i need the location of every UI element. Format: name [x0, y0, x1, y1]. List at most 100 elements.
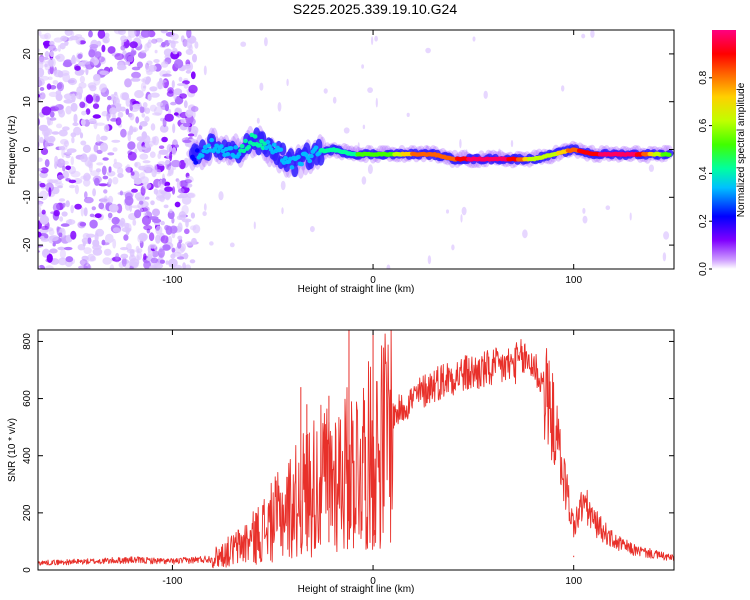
noise-blob [156, 102, 164, 107]
noise-blob [30, 216, 38, 219]
noise-blob [100, 197, 110, 204]
noise-blob [69, 184, 76, 189]
x-tick-label: 100 [565, 576, 582, 587]
noise-blob [159, 79, 167, 83]
noise-blob [111, 216, 120, 225]
noise-blob [95, 228, 105, 237]
noise-blob [142, 102, 148, 108]
noise-blob [134, 148, 138, 154]
noise-blob [96, 134, 101, 144]
noise-blob [187, 192, 196, 199]
noise-blob [119, 190, 123, 196]
snr-y-label: SNR (10 * v/v) [7, 418, 18, 482]
noise-blob [109, 107, 117, 115]
noise-blob [70, 156, 75, 166]
noise-blob [132, 128, 137, 133]
noise-blob [167, 210, 175, 220]
noise-blob [140, 176, 149, 184]
noise-blob [38, 78, 45, 86]
noise-blob [136, 61, 143, 69]
noise-blob [33, 196, 38, 201]
noise-blob [42, 40, 52, 47]
noise-blob [48, 91, 59, 97]
noise-blob [121, 257, 127, 267]
noise-blob [88, 49, 96, 58]
noise-blob [168, 208, 173, 214]
noise-blob [155, 234, 161, 244]
noise-blob [88, 30, 93, 38]
noise-blob [104, 233, 114, 244]
noise-blob [54, 104, 64, 111]
noise-blob [126, 248, 136, 254]
noise-blob [139, 146, 147, 150]
noise-blob [96, 162, 104, 166]
snr-spikes [300, 330, 575, 558]
noise-blob [140, 50, 147, 54]
noise-blob [147, 39, 152, 45]
noise-blob [132, 103, 143, 109]
noise-blob [120, 247, 129, 251]
noise-blob [84, 191, 88, 199]
noise-blob [30, 125, 37, 130]
noise-blob [174, 201, 181, 208]
y-tick-label: 0 [22, 146, 33, 152]
noise-blob [65, 200, 70, 208]
ridge-core [225, 152, 231, 157]
ridge-core [246, 144, 252, 150]
noise-blob [95, 122, 106, 126]
y-tick-label: 800 [22, 333, 33, 350]
colorbar-tick-label: 0.2 [698, 214, 709, 228]
noise-blob [259, 82, 264, 91]
noise-blob [130, 50, 136, 58]
noise-blob [49, 248, 58, 254]
noise-blob [181, 218, 192, 223]
noise-blob [177, 235, 183, 240]
noise-blob [203, 203, 207, 211]
y-tick-label: -20 [22, 237, 33, 252]
noise-blob [43, 249, 50, 256]
noise-blob [60, 223, 70, 227]
noise-blob [62, 165, 66, 172]
y-tick-label: 20 [22, 48, 33, 60]
noise-blob [153, 59, 160, 63]
noise-blob [85, 108, 91, 115]
noise-blob [102, 175, 109, 180]
noise-blob [135, 245, 140, 254]
noise-blob [58, 257, 68, 266]
colorbar-tick-label: 0.6 [698, 118, 709, 132]
noise-blob [134, 209, 142, 219]
noise-blob [182, 122, 191, 127]
noise-blob [131, 71, 141, 79]
snr-frame [37, 329, 675, 571]
noise-blob [135, 116, 140, 124]
noise-blob [58, 129, 68, 137]
noise-blob [561, 85, 565, 92]
noise-blob [120, 35, 128, 43]
noise-blob [73, 126, 82, 136]
noise-blob [38, 182, 40, 191]
noise-blob [70, 102, 78, 112]
ridge-core [296, 154, 301, 160]
noise-blob [202, 211, 207, 217]
noise-blob [63, 246, 73, 251]
noise-blob [152, 112, 162, 116]
noise-blob [58, 232, 63, 238]
noise-blob [115, 105, 123, 112]
noise-blob [182, 139, 192, 143]
noise-blob [167, 235, 173, 245]
noise-blob [56, 226, 60, 233]
noise-blob [180, 118, 187, 124]
noise-blob [59, 42, 66, 50]
noise-blob [461, 206, 467, 216]
noise-blob [137, 51, 147, 59]
noise-blob [581, 33, 586, 39]
x-tick-label: -100 [162, 576, 182, 587]
noise-blob [125, 97, 131, 107]
noise-blob [130, 77, 141, 82]
noise-blob [332, 96, 337, 104]
noise-blob [190, 71, 196, 80]
spectrogram-image [30, 30, 674, 269]
noise-blob [131, 188, 138, 193]
noise-blob [148, 232, 155, 242]
noise-blob [55, 182, 64, 187]
